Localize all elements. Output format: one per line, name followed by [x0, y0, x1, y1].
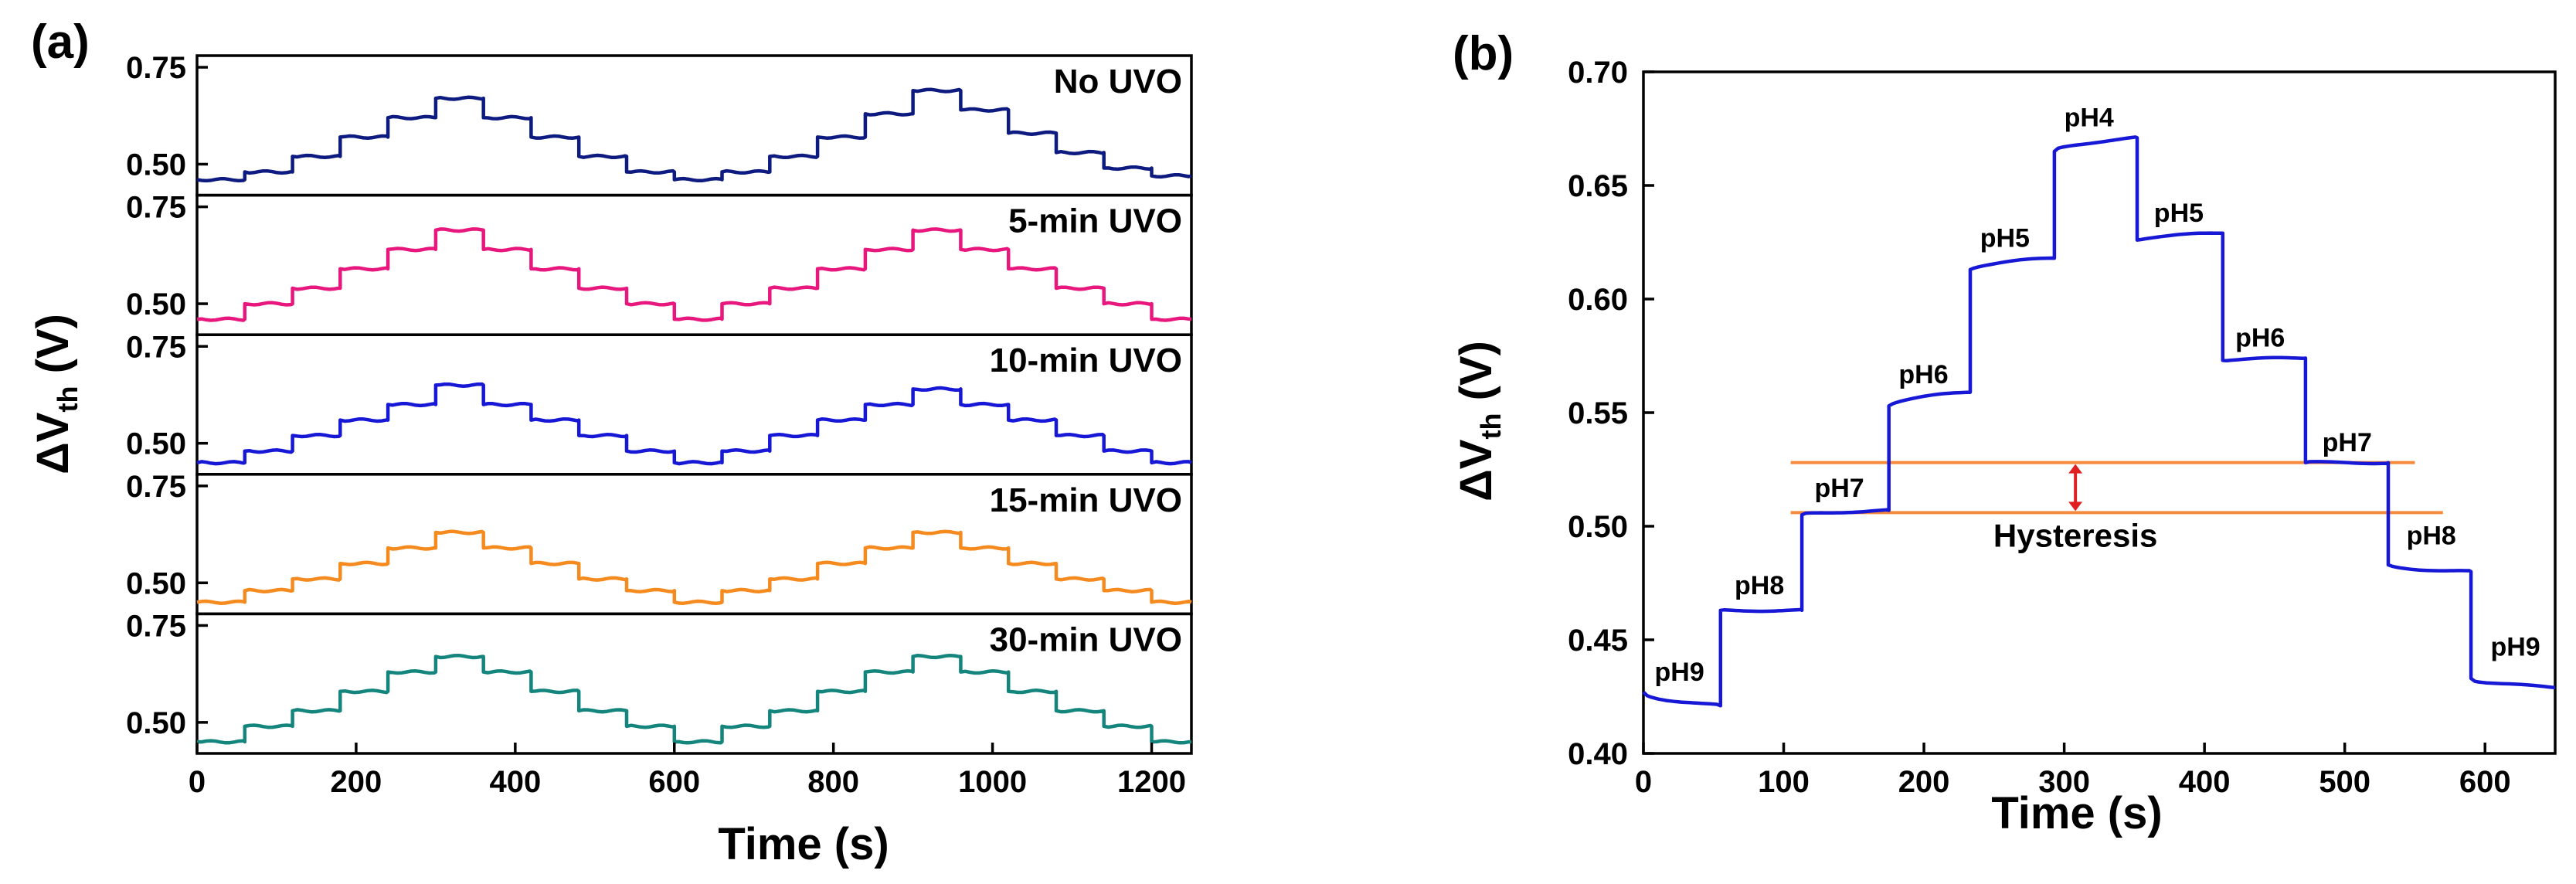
series-label: 10-min UVO: [990, 342, 1182, 379]
x-tick-label: 400: [2179, 765, 2231, 799]
y-tick-label: 0.50: [126, 706, 186, 740]
series-label: No UVO: [1054, 63, 1182, 100]
y-tick-label: 0.45: [1568, 624, 1628, 658]
y-tick-label: 0.75: [126, 191, 186, 225]
ph-label: pH8: [1735, 571, 1784, 600]
x-tick-label: 1200: [1117, 765, 1186, 799]
x-tick-label: 400: [489, 765, 541, 799]
arrow-head-up: [2068, 464, 2083, 474]
series-label: 5-min UVO: [1008, 202, 1182, 240]
panel-a-ylabel: ΔVth (V): [28, 314, 83, 474]
panel-b-ylabel: ΔVth (V): [1451, 341, 1507, 502]
hysteresis-label: Hysteresis: [1993, 517, 2157, 553]
series-line: [196, 227, 1192, 322]
x-tick-label: 1000: [958, 765, 1027, 799]
ph-label: pH5: [2154, 199, 2204, 228]
ph-label: pH4: [2065, 104, 2114, 133]
panel-a-xlabel: Time (s): [718, 819, 889, 869]
y-tick-label: 0.60: [1568, 283, 1628, 317]
panel-a: 0.75 0.50 No UVO 0.75 0.50 5-min UVO 0.75 0.50 1…: [126, 51, 1193, 799]
x-tick-label: 600: [648, 765, 700, 799]
panel-a-label: (a): [31, 15, 90, 69]
plot-frame: [1642, 70, 2557, 755]
y-tick-label: 0.75: [126, 609, 186, 643]
ph-label: pH9: [2490, 633, 2540, 662]
x-tick-label: 300: [2038, 765, 2090, 799]
series-line: [196, 87, 1192, 183]
y-tick-label: 0.70: [1568, 56, 1628, 90]
x-tick-label: 600: [2459, 765, 2511, 799]
ph-label: pH7: [2323, 428, 2372, 457]
y-tick-label: 0.75: [126, 51, 186, 85]
y-tick-label: 0.50: [126, 427, 186, 461]
y-tick-label: 0.50: [1568, 510, 1628, 544]
x-tick-label: 0: [1635, 765, 1652, 799]
series-line: [1642, 135, 2556, 708]
panel-b-label: (b): [1453, 27, 1514, 80]
subplot-frame: [195, 54, 1193, 197]
y-tick-label: 0.50: [126, 287, 186, 321]
y-tick-label: 0.75: [126, 470, 186, 504]
ph-label: pH8: [2407, 522, 2456, 551]
series-label: 15-min UVO: [990, 481, 1182, 519]
x-tick-label: 200: [1898, 765, 1950, 799]
y-tick-label: 0.65: [1568, 169, 1628, 203]
ph-label: pH9: [1655, 658, 1704, 687]
arrow-head-down: [2068, 502, 2083, 512]
subplot-frame: [195, 612, 1193, 755]
x-tick-label: 200: [331, 765, 382, 799]
series-line: [196, 382, 1192, 466]
ph-label: pH6: [1898, 360, 1948, 389]
series-line: [196, 653, 1192, 745]
y-tick-label: 0.50: [126, 148, 186, 182]
series-label: 30-min UVO: [990, 620, 1182, 658]
y-tick-label: 0.40: [1568, 737, 1628, 771]
ph-label: pH6: [2235, 324, 2285, 353]
x-tick-label: 800: [807, 765, 859, 799]
ph-label: pH5: [1980, 223, 2030, 253]
series-line: [196, 529, 1192, 605]
ph-label: pH7: [1814, 474, 1864, 503]
x-tick-label: 0: [189, 765, 206, 799]
y-tick-label: 0.55: [1568, 396, 1628, 430]
y-tick-label: 0.50: [126, 566, 186, 600]
x-tick-label: 500: [2319, 765, 2370, 799]
panel-b: 0.40 0.45 0.50 0.55 0.60 0.65 0.70 0 100 200 300 40…: [1568, 56, 2557, 799]
x-tick-label: 100: [1758, 765, 1810, 799]
y-tick-label: 0.75: [126, 330, 186, 364]
panel-b-xlabel: Time (s): [1991, 788, 2162, 838]
